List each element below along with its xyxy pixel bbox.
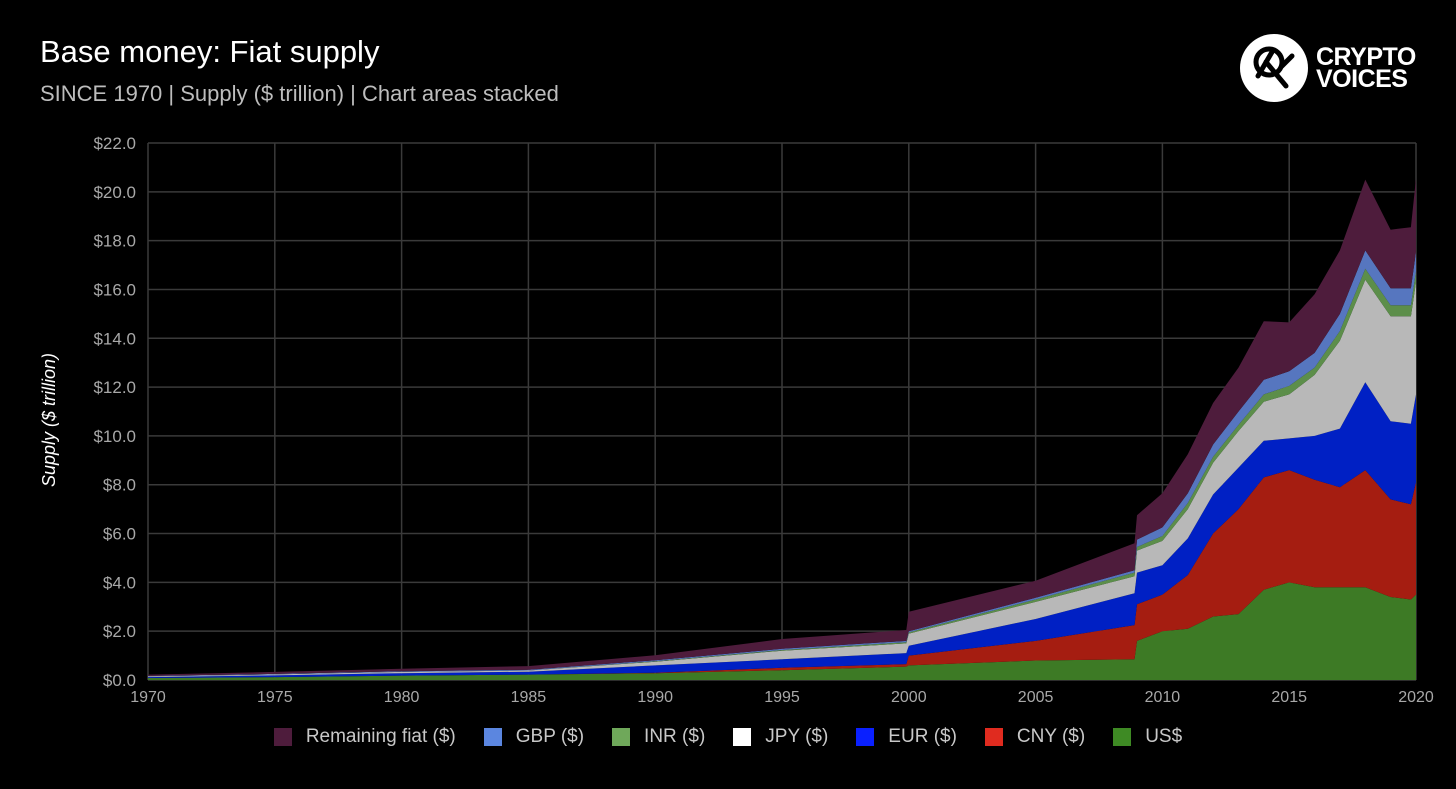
stacked-area-chart: $0.0 $2.0 $4.0 $6.0 $8.0 $10.0 $12.0 $14.0 $16.0… [39, 134, 1434, 706]
y-tick-label: $18.0 [93, 232, 136, 251]
y-tick-label: $12.0 [93, 378, 136, 397]
chart-title: Base money: Fiat supply [40, 34, 380, 69]
legend-item-us: US$ [1113, 726, 1182, 748]
y-axis-tick-labels: $0.0 $2.0 $4.0 $6.0 $8.0 $10.0 $12.0 $14.0 $16.0… [93, 134, 136, 690]
y-tick-label: $8.0 [103, 476, 136, 495]
logo-line-1: CRYPTO [1316, 43, 1416, 71]
legend-label: GBP ($) [515, 726, 585, 747]
x-tick-label: 2000 [891, 689, 927, 706]
x-tick-label: 1985 [511, 689, 547, 706]
brand-logo: CRYPTO VOICES [1240, 34, 1416, 102]
y-tick-label: $4.0 [103, 573, 136, 592]
y-tick-label: $22.0 [93, 134, 136, 153]
legend-label: INR ($) [644, 726, 706, 747]
legend-item-cny: CNY ($) [984, 726, 1086, 748]
legend-label: CNY ($) [1016, 726, 1086, 747]
x-tick-label: 2005 [1018, 689, 1054, 706]
x-tick-label: 2010 [1145, 689, 1181, 706]
x-tick-label: 1970 [130, 689, 166, 706]
legend-swatch [1113, 728, 1132, 746]
chart-subtitle: SINCE 1970 | Supply ($ trillion) | Chart… [40, 81, 559, 106]
x-tick-label: 1975 [257, 689, 293, 706]
area-eur [148, 382, 1416, 678]
y-tick-label: $0.0 [103, 671, 136, 690]
legend-item-jpy: JPY ($) [733, 726, 828, 748]
legend-label: Remaining fiat ($) [305, 726, 456, 747]
area-series [148, 178, 1416, 680]
x-axis-tick-labels: 1970 1975 1980 1985 1990 1995 2000 2005 2010 2015… [130, 689, 1434, 706]
legend-label: US$ [1145, 726, 1183, 747]
y-tick-label: $16.0 [93, 280, 136, 299]
logo-wordmark: CRYPTO VOICES [1316, 43, 1416, 93]
legend-label: EUR ($) [888, 726, 957, 747]
legend-swatch [984, 728, 1003, 746]
legend-item-eur: EUR ($) [856, 726, 957, 748]
y-axis-label: Supply ($ trillion) [39, 353, 59, 487]
logo-line-2: VOICES [1316, 65, 1408, 93]
x-tick-label: 2020 [1398, 689, 1434, 706]
crypto-voices-pickaxe-icon [1240, 34, 1308, 102]
y-tick-label: $6.0 [103, 525, 136, 544]
y-tick-label: $20.0 [93, 183, 136, 202]
legend-item-inr: INR ($) [612, 726, 705, 748]
chart-legend: Remaining fiat ($) GBP ($) INR ($) JPY ($) E… [0, 726, 1456, 748]
y-tick-label: $14.0 [93, 329, 136, 348]
legend-item-remaining-fiat: Remaining fiat ($) [273, 726, 456, 748]
area-cny [148, 470, 1416, 678]
legend-item-gbp: GBP ($) [483, 726, 585, 748]
legend-swatch [273, 728, 292, 746]
y-tick-label: $2.0 [103, 622, 136, 641]
y-tick-label: $10.0 [93, 427, 136, 446]
x-tick-label: 1995 [764, 689, 800, 706]
legend-swatch [612, 728, 631, 746]
x-tick-label: 1990 [637, 689, 673, 706]
legend-swatch [856, 728, 875, 746]
legend-swatch [733, 728, 752, 746]
legend-swatch [483, 728, 502, 746]
x-tick-label: 2015 [1271, 689, 1307, 706]
x-tick-label: 1980 [384, 689, 420, 706]
legend-label: JPY ($) [765, 726, 829, 747]
